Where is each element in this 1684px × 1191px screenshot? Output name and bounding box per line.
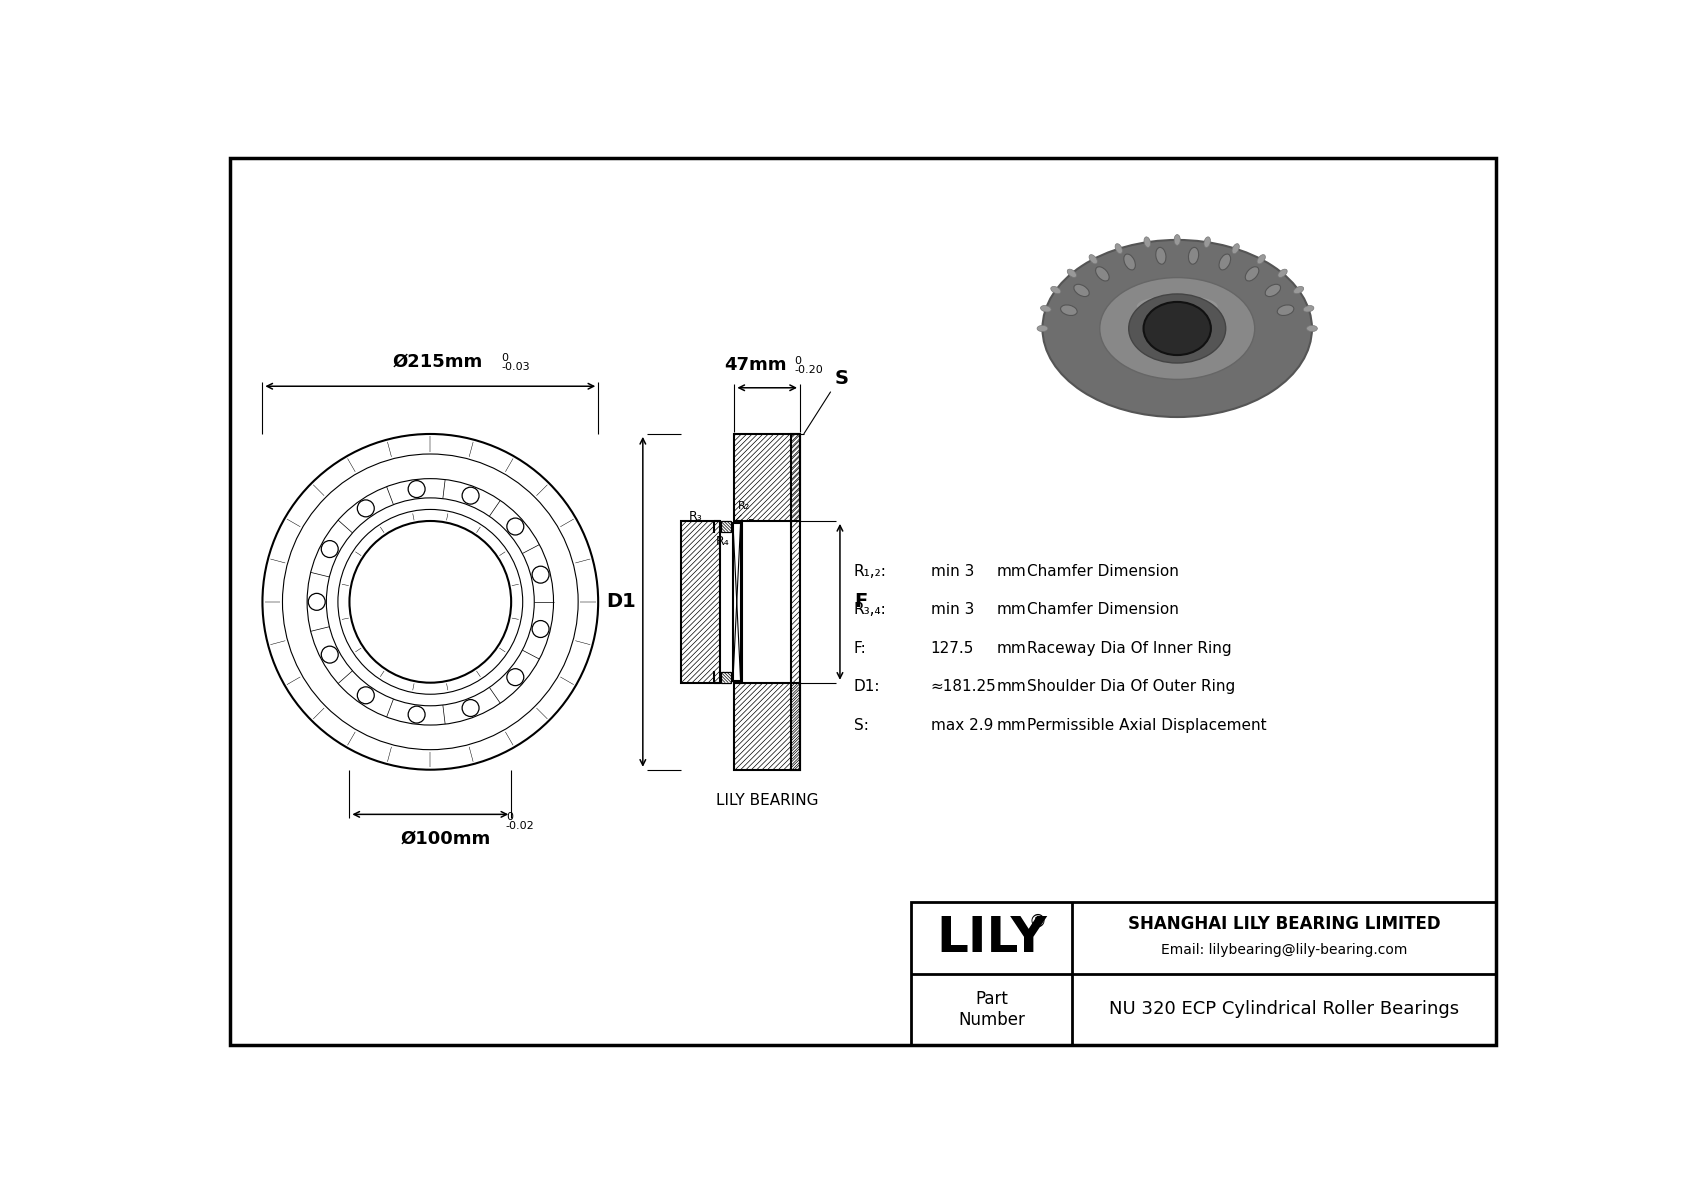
Text: Ø100mm: Ø100mm [401, 830, 490, 848]
Text: mm: mm [997, 679, 1026, 694]
Ellipse shape [1128, 294, 1226, 363]
Ellipse shape [1042, 239, 1312, 417]
Text: mm: mm [997, 563, 1026, 579]
Text: R₃: R₃ [689, 510, 702, 523]
Text: S: S [835, 369, 849, 388]
Ellipse shape [1074, 285, 1090, 297]
Ellipse shape [1143, 303, 1211, 355]
Text: Ø215mm: Ø215mm [392, 353, 483, 370]
Text: max 2.9: max 2.9 [931, 717, 994, 732]
Ellipse shape [1041, 306, 1051, 312]
Ellipse shape [1096, 267, 1110, 281]
Text: NU 320 ECP Cylindrical Roller Bearings: NU 320 ECP Cylindrical Roller Bearings [1110, 1000, 1460, 1018]
Ellipse shape [1219, 254, 1231, 270]
Bar [682, 520, 719, 682]
Bar [791, 434, 800, 769]
Ellipse shape [1278, 269, 1287, 278]
Bar [721, 520, 731, 531]
Ellipse shape [1265, 285, 1280, 297]
Bar [911, 902, 1495, 1045]
Ellipse shape [1293, 287, 1303, 294]
Ellipse shape [1061, 305, 1078, 316]
Text: -0.03: -0.03 [502, 362, 530, 373]
Ellipse shape [1115, 244, 1122, 254]
Text: 127.5: 127.5 [931, 641, 973, 655]
Bar [734, 520, 791, 682]
Text: 0: 0 [795, 356, 802, 366]
Ellipse shape [1037, 325, 1047, 331]
Text: R₂: R₂ [738, 501, 751, 511]
Text: Permissible Axial Displacement: Permissible Axial Displacement [1027, 717, 1266, 732]
Bar [734, 434, 800, 520]
Text: LILY: LILY [936, 915, 1047, 962]
Ellipse shape [1155, 248, 1165, 264]
Ellipse shape [1204, 237, 1211, 248]
Ellipse shape [1123, 254, 1135, 270]
Text: mm: mm [997, 601, 1026, 617]
Text: Raceway Dia Of Inner Ring: Raceway Dia Of Inner Ring [1027, 641, 1231, 655]
Ellipse shape [1307, 325, 1317, 331]
Text: Part
Number: Part Number [958, 990, 1026, 1029]
Text: D1: D1 [606, 592, 637, 611]
Text: 47mm: 47mm [724, 356, 786, 374]
Bar [733, 523, 741, 681]
Text: R₁: R₁ [748, 518, 759, 529]
Text: R₁,₂:: R₁,₂: [854, 563, 887, 579]
Ellipse shape [1174, 235, 1180, 245]
Ellipse shape [1068, 269, 1076, 278]
Text: F:: F: [854, 641, 867, 655]
Text: Chamfer Dimension: Chamfer Dimension [1027, 601, 1179, 617]
Text: 0: 0 [505, 812, 512, 822]
Text: ®: ® [1029, 912, 1047, 930]
Text: min 3: min 3 [931, 563, 973, 579]
Text: Email: lilybearing@lily-bearing.com: Email: lilybearing@lily-bearing.com [1160, 943, 1408, 956]
Text: Chamfer Dimension: Chamfer Dimension [1027, 563, 1179, 579]
Bar [721, 672, 731, 682]
Ellipse shape [1189, 248, 1199, 264]
Bar [734, 682, 800, 769]
Text: R₃,₄:: R₃,₄: [854, 601, 886, 617]
Text: D1:: D1: [854, 679, 881, 694]
Ellipse shape [1256, 255, 1265, 264]
Text: LILY BEARING: LILY BEARING [716, 793, 818, 807]
Text: Shoulder Dia Of Outer Ring: Shoulder Dia Of Outer Ring [1027, 679, 1236, 694]
Ellipse shape [1143, 237, 1150, 248]
Text: -0.02: -0.02 [505, 822, 534, 831]
Bar [734, 434, 800, 520]
Text: S:: S: [854, 717, 869, 732]
Text: min 3: min 3 [931, 601, 973, 617]
Ellipse shape [1303, 306, 1314, 312]
Text: F: F [854, 592, 867, 611]
Bar [791, 434, 800, 769]
Ellipse shape [1100, 278, 1255, 380]
Ellipse shape [1137, 295, 1218, 318]
Text: ≈181.25: ≈181.25 [931, 679, 997, 694]
Bar [734, 682, 800, 769]
Text: mm: mm [997, 717, 1026, 732]
Text: R₄: R₄ [716, 535, 729, 548]
Ellipse shape [1244, 267, 1260, 281]
Ellipse shape [1051, 287, 1061, 294]
Ellipse shape [1276, 305, 1293, 316]
Ellipse shape [1090, 255, 1098, 264]
Bar [734, 515, 743, 520]
Bar [682, 520, 719, 682]
Text: mm: mm [997, 641, 1026, 655]
Text: -0.20: -0.20 [795, 366, 823, 375]
Ellipse shape [1233, 244, 1239, 254]
Text: SHANGHAI LILY BEARING LIMITED: SHANGHAI LILY BEARING LIMITED [1128, 916, 1440, 934]
Text: 0: 0 [502, 354, 509, 363]
